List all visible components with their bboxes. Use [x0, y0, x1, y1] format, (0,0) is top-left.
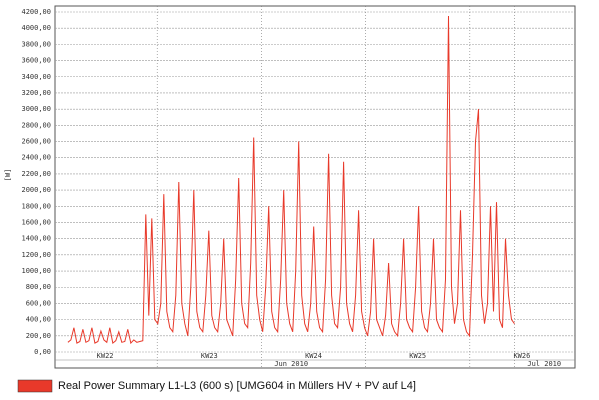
month-label: Jun 2010: [274, 360, 308, 368]
y-tick-label: 2000,00: [21, 186, 51, 194]
y-tick-label: 3600,00: [21, 57, 51, 65]
week-label: KW26: [513, 352, 530, 360]
y-axis-label: [W]: [4, 169, 12, 182]
y-tick-label: 3200,00: [21, 89, 51, 97]
week-label: KW23: [201, 352, 218, 360]
y-tick-label: 2600,00: [21, 138, 51, 146]
legend-label: Real Power Summary L1-L3 (600 s) [UMG604…: [58, 380, 416, 392]
plot-frame: [54, 5, 576, 369]
y-tick-label: 1000,00: [21, 267, 51, 275]
y-tick-label: 3400,00: [21, 73, 51, 81]
legend-swatch: [17, 379, 53, 393]
y-tick-label: 4200,00: [21, 8, 51, 16]
week-label: KW22: [97, 352, 114, 360]
y-tick-label: 0,00: [34, 348, 51, 356]
y-tick-label: 1600,00: [21, 218, 51, 226]
y-tick-label: 2800,00: [21, 121, 51, 129]
y-tick-label: 1400,00: [21, 235, 51, 243]
data-line: [67, 15, 515, 345]
week-label: KW24: [305, 352, 322, 360]
y-tick-label: 4000,00: [21, 24, 51, 32]
month-label: Jul 2010: [527, 360, 561, 368]
y-tick-label: 3800,00: [21, 40, 51, 48]
week-label: KW25: [409, 352, 426, 360]
y-tick-label: 800,00: [26, 283, 51, 291]
y-tick-label: 400,00: [26, 316, 51, 324]
y-tick-label: 600,00: [26, 299, 51, 307]
y-tick-label: 200,00: [26, 332, 51, 340]
y-tick-label: 1800,00: [21, 202, 51, 210]
y-tick-label: 3000,00: [21, 105, 51, 113]
y-tick-label: 2200,00: [21, 170, 51, 178]
y-tick-label: 1200,00: [21, 251, 51, 259]
y-tick-label: 2400,00: [21, 154, 51, 162]
